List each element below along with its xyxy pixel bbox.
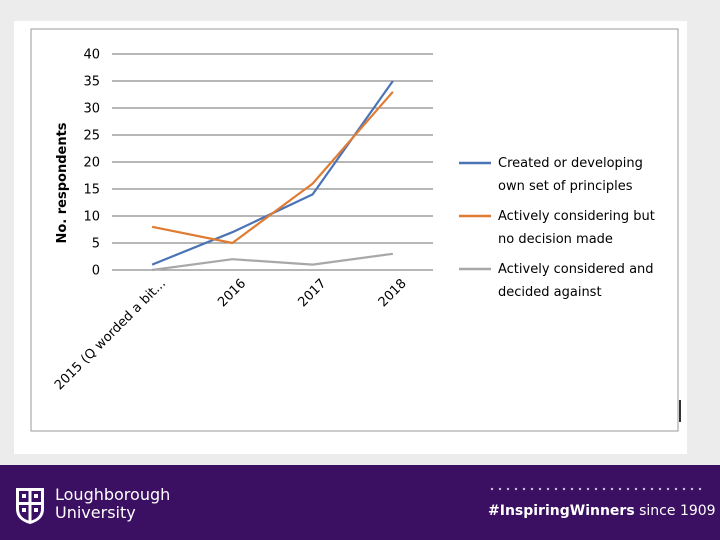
- y-tick-label: 20: [83, 156, 100, 171]
- y-tick-label: 5: [92, 237, 100, 252]
- university-crest-icon: [16, 488, 44, 524]
- series-lines: [151, 80, 394, 272]
- series-line: [151, 252, 394, 272]
- y-tick-label: 25: [83, 129, 100, 144]
- tagline-hashtag: #InspiringWinners: [488, 503, 635, 519]
- legend-label: Created or developing own set of principl…: [498, 156, 643, 194]
- chart-card: 0 5 10 15 20 25 30 35 40 2015 (Q worded a bit...…: [14, 21, 687, 454]
- tagline-since: since 1909: [634, 503, 716, 519]
- text-cursor: [679, 400, 681, 422]
- y-axis-label: No. respondents: [55, 122, 70, 243]
- series-line: [151, 91, 394, 245]
- legend-label: Actively considering but no decision made: [498, 209, 655, 247]
- legend-label: Actively considered and decided against: [498, 262, 654, 300]
- footer-bar: [0, 465, 720, 540]
- y-tick-label: 10: [83, 210, 100, 225]
- dotted-divider: [488, 486, 703, 492]
- university-name-line-1: Loughborough: [55, 485, 171, 504]
- y-tick-label: 15: [83, 183, 100, 198]
- y-tick-labels: 0 5 10 15 20 25 30 35 40: [83, 48, 100, 279]
- legend: Created or developing own set of principl…: [459, 156, 655, 300]
- y-tick-label: 40: [83, 48, 100, 63]
- y-tick-label: 30: [83, 102, 100, 117]
- footer-tagline: #InspiringWinners since 1909: [488, 503, 716, 519]
- y-tick-label: 35: [83, 75, 100, 90]
- y-tick-label: 0: [92, 264, 100, 279]
- university-name-line-2: University: [55, 503, 136, 522]
- chart-border: [30, 28, 679, 432]
